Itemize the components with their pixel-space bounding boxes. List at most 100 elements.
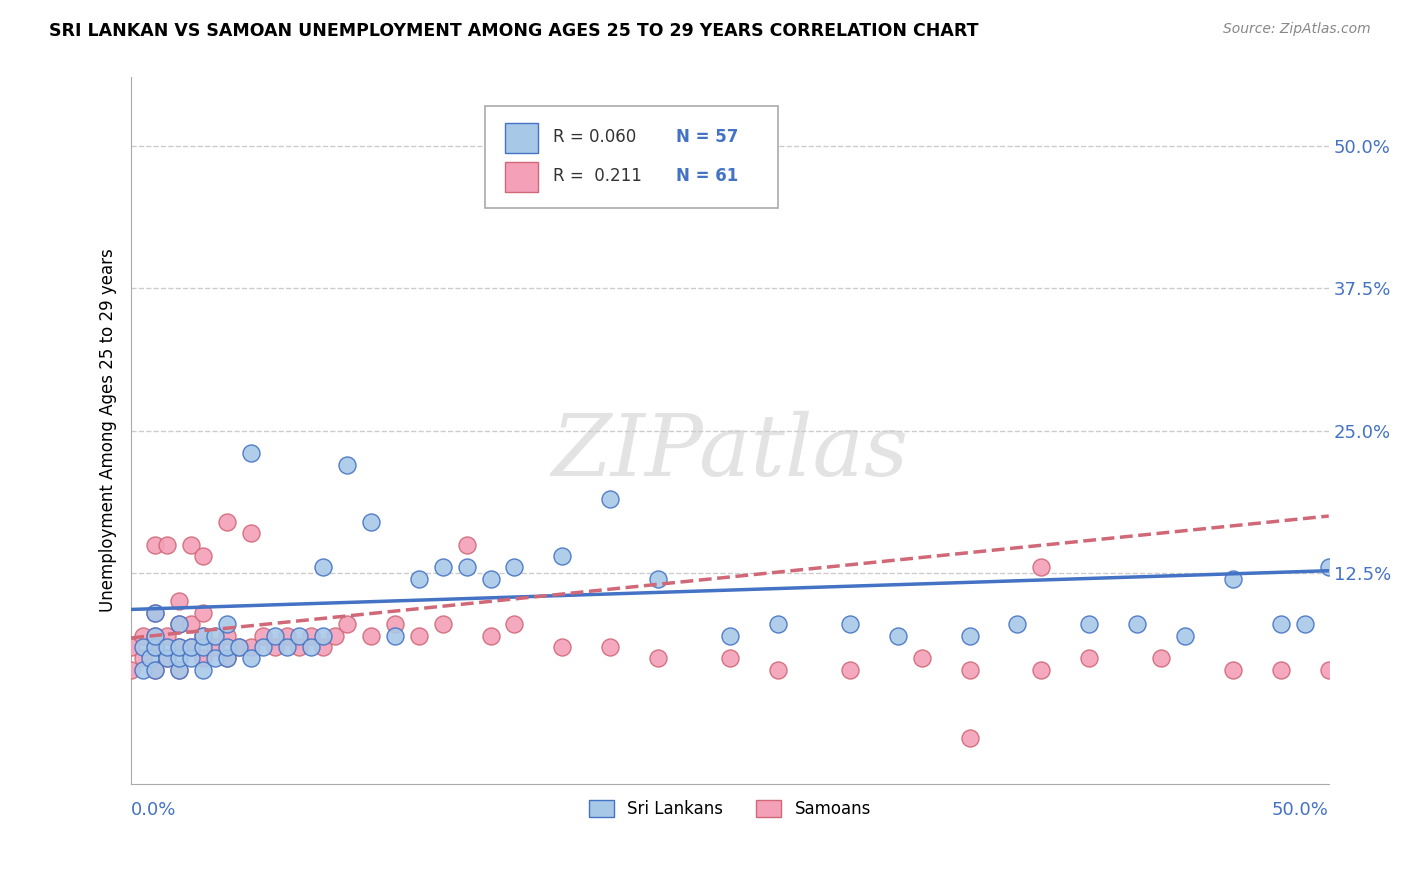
Point bbox=[191, 629, 214, 643]
Point bbox=[312, 560, 335, 574]
Point bbox=[1317, 560, 1340, 574]
Point bbox=[156, 640, 179, 654]
Point bbox=[143, 640, 166, 654]
Point bbox=[959, 629, 981, 643]
Point bbox=[156, 651, 179, 665]
Point bbox=[191, 663, 214, 677]
Point bbox=[360, 515, 382, 529]
Point bbox=[1031, 560, 1053, 574]
Point bbox=[167, 617, 190, 632]
Point bbox=[1031, 663, 1053, 677]
Point bbox=[384, 617, 406, 632]
Point bbox=[647, 651, 669, 665]
Point bbox=[180, 640, 202, 654]
Point bbox=[1222, 572, 1244, 586]
Text: R = 0.060: R = 0.060 bbox=[553, 128, 636, 145]
Point bbox=[240, 640, 263, 654]
Point bbox=[132, 629, 155, 643]
Point bbox=[1270, 617, 1292, 632]
Point bbox=[456, 560, 478, 574]
Point bbox=[1222, 663, 1244, 677]
Point bbox=[276, 640, 298, 654]
Point bbox=[167, 640, 190, 654]
Point bbox=[191, 629, 214, 643]
Point bbox=[204, 640, 226, 654]
Point bbox=[156, 651, 179, 665]
Point bbox=[288, 629, 311, 643]
Point bbox=[766, 663, 789, 677]
Point bbox=[886, 629, 908, 643]
Point bbox=[264, 640, 287, 654]
Point bbox=[204, 651, 226, 665]
FancyBboxPatch shape bbox=[485, 105, 778, 208]
Point bbox=[180, 617, 202, 632]
Point bbox=[1270, 663, 1292, 677]
Point bbox=[120, 640, 142, 654]
Point bbox=[143, 640, 166, 654]
Point bbox=[1126, 617, 1149, 632]
Point bbox=[180, 537, 202, 551]
Point bbox=[336, 458, 359, 472]
Point bbox=[432, 617, 454, 632]
Point bbox=[120, 663, 142, 677]
Bar bbox=[505, 123, 538, 153]
Point bbox=[479, 572, 502, 586]
Point bbox=[228, 640, 250, 654]
Point bbox=[408, 572, 430, 586]
Point bbox=[959, 663, 981, 677]
Text: Source: ZipAtlas.com: Source: ZipAtlas.com bbox=[1223, 22, 1371, 37]
Point bbox=[215, 651, 238, 665]
Point bbox=[264, 629, 287, 643]
Point bbox=[191, 606, 214, 620]
Point bbox=[479, 629, 502, 643]
Point bbox=[1150, 651, 1173, 665]
Point bbox=[288, 640, 311, 654]
Point bbox=[384, 629, 406, 643]
Point bbox=[766, 617, 789, 632]
Point bbox=[215, 617, 238, 632]
Point bbox=[167, 663, 190, 677]
Point bbox=[180, 651, 202, 665]
Point bbox=[228, 640, 250, 654]
Text: N = 57: N = 57 bbox=[676, 128, 738, 145]
Point bbox=[323, 629, 346, 643]
Point bbox=[132, 640, 155, 654]
Text: R =  0.211: R = 0.211 bbox=[553, 168, 641, 186]
Point bbox=[215, 515, 238, 529]
Point bbox=[503, 617, 526, 632]
Point bbox=[139, 651, 162, 665]
Point bbox=[312, 640, 335, 654]
Point bbox=[551, 640, 574, 654]
Point bbox=[240, 446, 263, 460]
Point bbox=[240, 651, 263, 665]
Point bbox=[456, 537, 478, 551]
Point bbox=[718, 651, 741, 665]
Point bbox=[599, 491, 621, 506]
Point bbox=[156, 629, 179, 643]
Point bbox=[959, 731, 981, 746]
Text: ZIPatlas: ZIPatlas bbox=[551, 410, 908, 493]
Point bbox=[718, 629, 741, 643]
Point bbox=[647, 572, 669, 586]
Point bbox=[167, 594, 190, 608]
Point bbox=[191, 651, 214, 665]
Point bbox=[143, 663, 166, 677]
Point bbox=[1294, 617, 1316, 632]
Point bbox=[299, 629, 322, 643]
Point bbox=[143, 663, 166, 677]
Point bbox=[336, 617, 359, 632]
Point bbox=[299, 640, 322, 654]
Point bbox=[143, 629, 166, 643]
Point bbox=[910, 651, 932, 665]
Point bbox=[551, 549, 574, 563]
Legend: Sri Lankans, Samoans: Sri Lankans, Samoans bbox=[582, 793, 877, 825]
Point bbox=[252, 629, 274, 643]
Point bbox=[599, 640, 621, 654]
Point bbox=[1078, 617, 1101, 632]
Point bbox=[143, 606, 166, 620]
Y-axis label: Unemployment Among Ages 25 to 29 years: Unemployment Among Ages 25 to 29 years bbox=[100, 249, 117, 613]
Point bbox=[838, 663, 860, 677]
Point bbox=[191, 549, 214, 563]
Point bbox=[408, 629, 430, 643]
Point bbox=[276, 629, 298, 643]
